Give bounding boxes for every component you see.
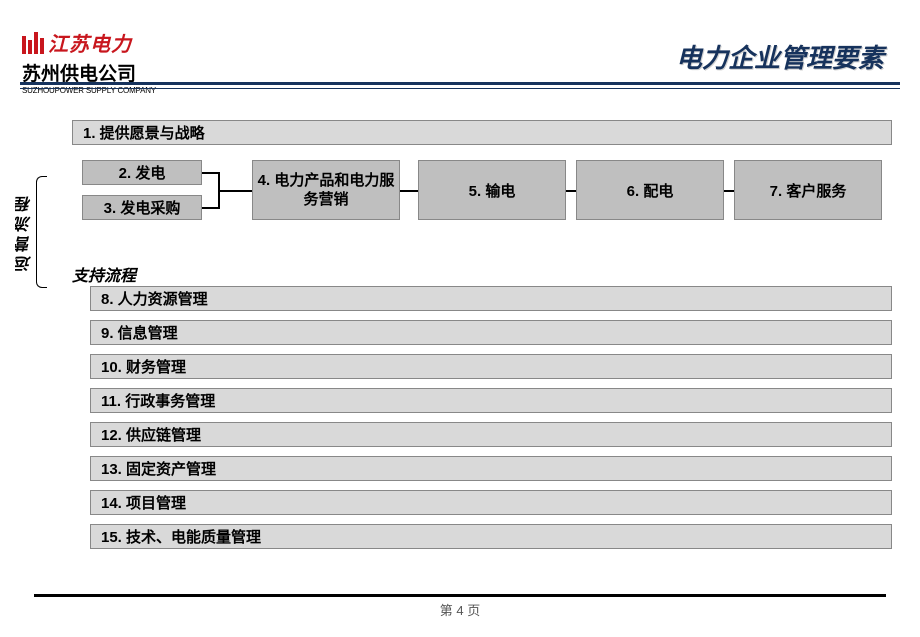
logo-bars-icon [22, 32, 44, 54]
footer-rule [34, 594, 886, 597]
connector [724, 190, 734, 192]
box-transmission: 5. 输电 [418, 160, 566, 220]
box-generation: 2. 发电 [82, 160, 202, 185]
page-number: 第 4 页 [0, 600, 920, 619]
slide-header: 江苏电力 苏州供电公司 SUZHOUPOWER SUPPLY COMPANY 电… [0, 0, 920, 86]
support-bar: 10. 财务管理 [90, 354, 892, 379]
header-rule-thin [20, 88, 900, 89]
support-label: 支持流程 [72, 262, 136, 286]
operation-label-group: 运营流程 [14, 176, 38, 288]
logo-brand-cn: 江苏电力 [48, 28, 132, 57]
support-bar: 8. 人力资源管理 [90, 286, 892, 311]
brace-icon [36, 176, 50, 288]
slide-title: 电力企业管理要素 [676, 38, 884, 75]
box-generation-procure: 3. 发电采购 [82, 195, 202, 220]
box-customer: 7. 客户服务 [734, 160, 882, 220]
connector [202, 172, 218, 174]
support-bar: 11. 行政事务管理 [90, 388, 892, 413]
connector [202, 207, 218, 209]
header-rule-thick [20, 82, 900, 85]
support-bar: 15. 技术、电能质量管理 [90, 524, 892, 549]
support-bar: 13. 固定资产管理 [90, 456, 892, 481]
box-strategy: 1. 提供愿景与战略 [72, 120, 892, 145]
support-bar: 14. 项目管理 [90, 490, 892, 515]
connector [218, 190, 252, 192]
connector [566, 190, 576, 192]
box-distribution: 6. 配电 [576, 160, 724, 220]
support-bar: 12. 供应链管理 [90, 422, 892, 447]
connector [400, 190, 418, 192]
operation-label: 运营流程 [14, 192, 38, 272]
box-marketing: 4. 电力产品和电力服务营销 [252, 160, 400, 220]
support-bar: 9. 信息管理 [90, 320, 892, 345]
